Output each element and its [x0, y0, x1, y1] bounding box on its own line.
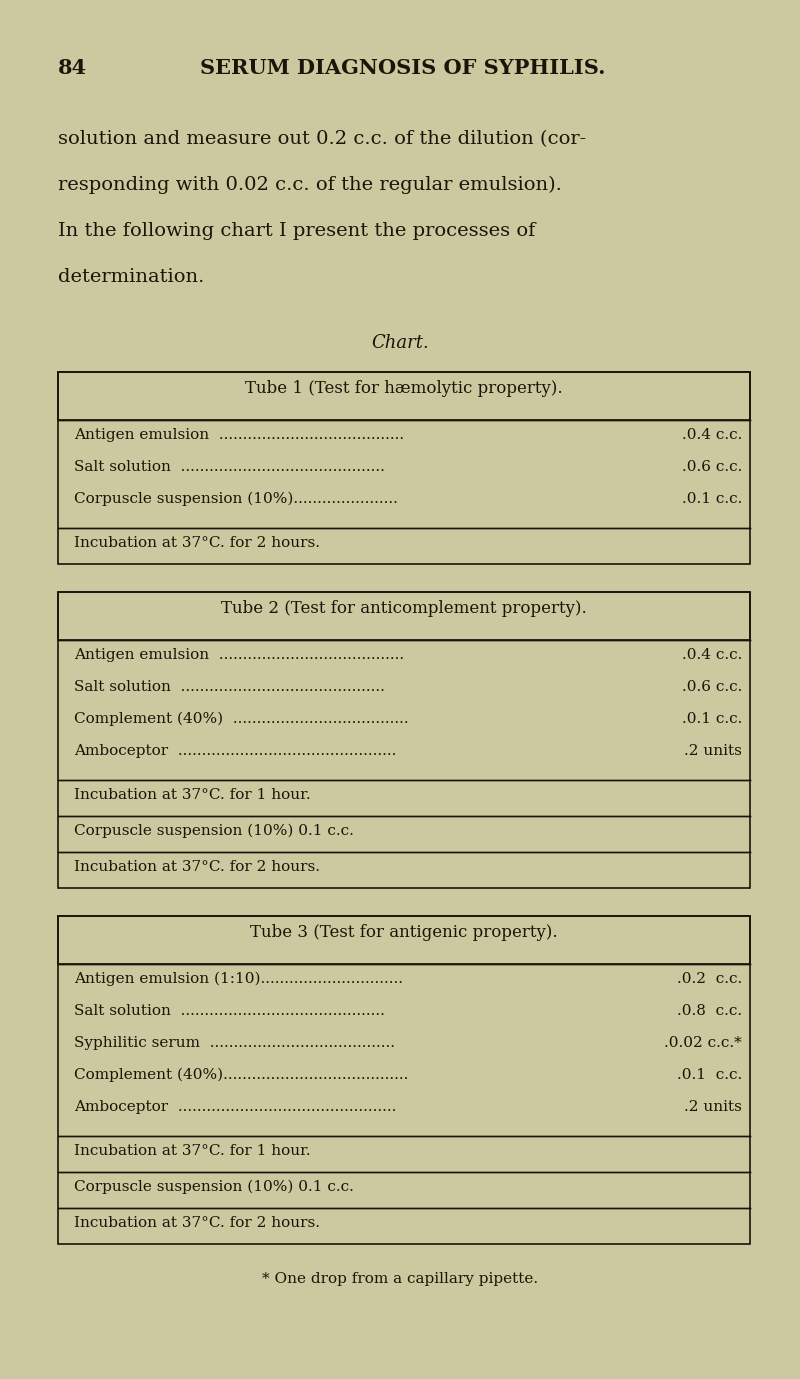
Text: Tube 1 (Test for hæmolytic property).: Tube 1 (Test for hæmolytic property).: [245, 381, 563, 397]
Text: Chart.: Chart.: [371, 334, 429, 352]
Bar: [58, 372, 750, 564]
Bar: [58, 592, 750, 888]
Text: .0.1 c.c.: .0.1 c.c.: [682, 712, 742, 725]
Text: SERUM DIAGNOSIS OF SYPHILIS.: SERUM DIAGNOSIS OF SYPHILIS.: [200, 58, 606, 79]
Text: Corpuscle suspension (10%)......................: Corpuscle suspension (10%)..............…: [74, 492, 398, 506]
Text: Incubation at 37°C. for 2 hours.: Incubation at 37°C. for 2 hours.: [74, 536, 320, 550]
Text: In the following chart I present the processes of: In the following chart I present the pro…: [58, 222, 535, 240]
Text: .0.6 c.c.: .0.6 c.c.: [682, 461, 742, 474]
Text: responding with 0.02 c.c. of the regular emulsion).: responding with 0.02 c.c. of the regular…: [58, 177, 562, 194]
Text: Salt solution  ...........................................: Salt solution ..........................…: [74, 461, 385, 474]
Text: * One drop from a capillary pipette.: * One drop from a capillary pipette.: [262, 1271, 538, 1287]
Text: Complement (40%)  .....................................: Complement (40%) .......................…: [74, 712, 409, 727]
Text: Incubation at 37°C. for 2 hours.: Incubation at 37°C. for 2 hours.: [74, 1216, 320, 1230]
Text: Antigen emulsion  .......................................: Antigen emulsion .......................…: [74, 427, 404, 443]
Text: Tube 3 (Test for antigenic property).: Tube 3 (Test for antigenic property).: [250, 924, 558, 940]
Text: Antigen emulsion  .......................................: Antigen emulsion .......................…: [74, 648, 404, 662]
Text: .0.1  c.c.: .0.1 c.c.: [677, 1067, 742, 1083]
Bar: [58, 916, 750, 1244]
Text: .2 units: .2 units: [684, 1100, 742, 1114]
Bar: [58, 372, 750, 421]
Text: .0.6 c.c.: .0.6 c.c.: [682, 680, 742, 694]
Text: Incubation at 37°C. for 2 hours.: Incubation at 37°C. for 2 hours.: [74, 860, 320, 874]
Text: Corpuscle suspension (10%) 0.1 c.c.: Corpuscle suspension (10%) 0.1 c.c.: [74, 825, 354, 838]
Text: .2 units: .2 units: [684, 745, 742, 758]
Text: Antigen emulsion (1:10)..............................: Antigen emulsion (1:10).................…: [74, 972, 403, 986]
Text: .0.8  c.c.: .0.8 c.c.: [677, 1004, 742, 1018]
Text: .0.02 c.c.*: .0.02 c.c.*: [664, 1036, 742, 1049]
Text: .0.2  c.c.: .0.2 c.c.: [677, 972, 742, 986]
Text: .0.4 c.c.: .0.4 c.c.: [682, 648, 742, 662]
Text: Salt solution  ...........................................: Salt solution ..........................…: [74, 1004, 385, 1018]
Text: Corpuscle suspension (10%) 0.1 c.c.: Corpuscle suspension (10%) 0.1 c.c.: [74, 1180, 354, 1194]
Text: Complement (40%).......................................: Complement (40%)........................…: [74, 1067, 408, 1083]
Text: Salt solution  ...........................................: Salt solution ..........................…: [74, 680, 385, 694]
Text: Amboceptor  ..............................................: Amboceptor .............................…: [74, 1100, 396, 1114]
Text: determination.: determination.: [58, 268, 204, 285]
Text: Syphilitic serum  .......................................: Syphilitic serum .......................…: [74, 1036, 395, 1049]
Text: Amboceptor  ..............................................: Amboceptor .............................…: [74, 745, 396, 758]
Text: Incubation at 37°C. for 1 hour.: Incubation at 37°C. for 1 hour.: [74, 1145, 310, 1158]
Bar: [58, 592, 750, 640]
Text: .0.4 c.c.: .0.4 c.c.: [682, 427, 742, 443]
Text: solution and measure out 0.2 c.c. of the dilution (cor-: solution and measure out 0.2 c.c. of the…: [58, 130, 586, 148]
Text: Incubation at 37°C. for 1 hour.: Incubation at 37°C. for 1 hour.: [74, 787, 310, 803]
Text: .0.1 c.c.: .0.1 c.c.: [682, 492, 742, 506]
Text: 84: 84: [58, 58, 87, 79]
Bar: [58, 916, 750, 964]
Text: Tube 2 (Test for anticomplement property).: Tube 2 (Test for anticomplement property…: [221, 600, 587, 616]
